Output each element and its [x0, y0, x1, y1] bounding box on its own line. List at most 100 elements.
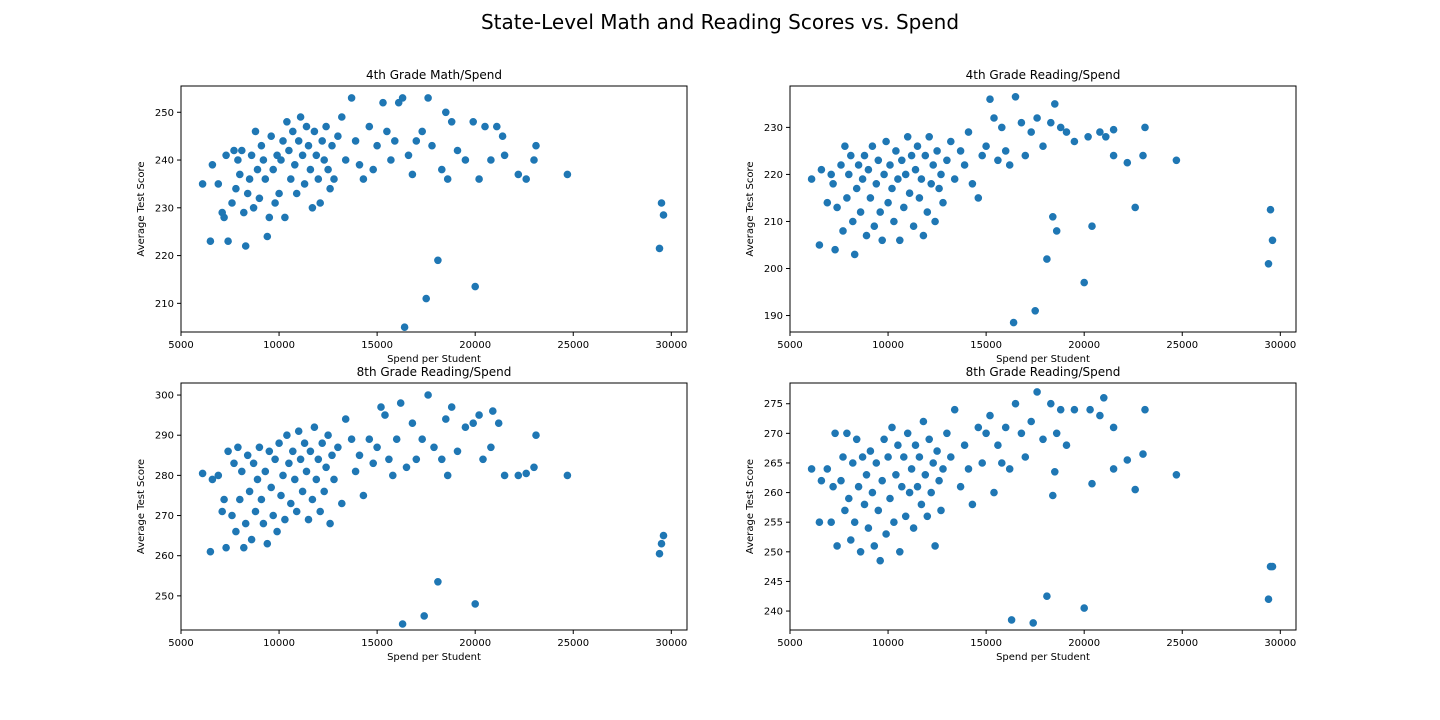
- data-point: [373, 443, 381, 452]
- data-point: [939, 465, 947, 473]
- data-point: [420, 612, 429, 620]
- data-point: [326, 519, 334, 528]
- data-point: [563, 170, 572, 179]
- data-point: [230, 146, 238, 155]
- data-point: [1027, 128, 1035, 136]
- data-point: [1052, 429, 1061, 438]
- data-point: [265, 213, 274, 222]
- data-point: [1031, 306, 1039, 315]
- y-axis-label: Average Test Score: [745, 459, 756, 554]
- data-point: [1021, 453, 1030, 461]
- data-point: [850, 250, 859, 259]
- data-point: [481, 122, 489, 131]
- data-point: [823, 198, 832, 207]
- data-point: [320, 156, 329, 164]
- data-point: [901, 170, 910, 179]
- data-point: [1088, 222, 1096, 231]
- data-point: [1005, 161, 1014, 169]
- data-point: [876, 556, 884, 565]
- data-point: [1033, 114, 1041, 122]
- data-point: [878, 476, 886, 485]
- data-point: [330, 475, 338, 484]
- data-point: [827, 518, 835, 526]
- data-point: [396, 399, 405, 407]
- data-point: [255, 443, 264, 452]
- data-point: [285, 459, 293, 468]
- data-point: [1172, 470, 1181, 479]
- data-point: [1027, 417, 1035, 426]
- data-point: [447, 403, 456, 411]
- y-tick-label: 240: [155, 156, 174, 167]
- data-point: [322, 122, 330, 131]
- x-tick-label: 10000: [263, 638, 295, 649]
- y-tick-label: 265: [764, 458, 783, 469]
- data-point: [492, 122, 501, 131]
- data-point: [899, 203, 908, 212]
- data-point: [388, 471, 397, 480]
- data-point: [1070, 137, 1079, 146]
- x-tick-label: 5000: [168, 638, 193, 649]
- data-point: [365, 122, 374, 131]
- data-point: [933, 147, 941, 155]
- data-point: [365, 435, 374, 444]
- data-point: [469, 118, 478, 126]
- data-point: [860, 151, 869, 160]
- data-point: [1021, 151, 1030, 160]
- data-point: [245, 487, 254, 496]
- data-point: [1011, 93, 1020, 101]
- y-tick-label: 270: [764, 429, 783, 440]
- y-tick-label: 260: [764, 488, 783, 499]
- data-point: [257, 495, 266, 504]
- data-point: [241, 242, 250, 250]
- x-tick-label: 10000: [872, 340, 904, 351]
- data-point: [929, 161, 937, 169]
- data-point: [892, 147, 900, 155]
- data-point: [1096, 411, 1104, 420]
- data-point: [267, 483, 276, 492]
- data-point: [1001, 147, 1010, 155]
- data-point: [937, 170, 945, 179]
- y-axis-label: Average Test Score: [136, 459, 147, 554]
- data-point: [453, 447, 462, 456]
- data-point: [236, 170, 244, 179]
- data-point: [247, 151, 256, 160]
- data-point: [487, 443, 495, 452]
- data-point: [390, 137, 399, 145]
- data-point: [290, 161, 299, 169]
- data-point: [866, 447, 875, 455]
- data-point: [817, 165, 826, 174]
- data-point: [273, 527, 281, 536]
- data-point: [234, 156, 242, 164]
- data-point: [886, 161, 894, 169]
- data-point: [234, 443, 242, 452]
- data-point: [347, 94, 356, 102]
- data-point: [1084, 133, 1092, 141]
- subplot-8th-grade-reading-left: 8th Grade Reading/Spend Spend per Studen…: [136, 365, 688, 663]
- data-point: [884, 198, 892, 207]
- x-tick-label: 10000: [263, 340, 295, 351]
- scatter-points: [807, 93, 1277, 327]
- data-point: [494, 419, 503, 428]
- data-point: [894, 441, 902, 450]
- data-point: [383, 127, 391, 136]
- data-point: [434, 577, 442, 586]
- data-point: [247, 535, 256, 544]
- data-point: [500, 471, 509, 480]
- scatter-points: [198, 391, 668, 628]
- data-point: [320, 487, 329, 496]
- data-point: [1109, 465, 1118, 473]
- data-point: [1268, 236, 1277, 245]
- data-point: [1056, 405, 1065, 414]
- data-point: [310, 127, 319, 136]
- data-point: [852, 184, 861, 193]
- data-point: [1051, 100, 1059, 108]
- data-point: [220, 213, 228, 222]
- data-point: [1172, 156, 1181, 165]
- data-point: [923, 512, 932, 521]
- data-point: [931, 217, 939, 226]
- y-tick-label: 270: [155, 511, 174, 522]
- data-point: [304, 515, 313, 524]
- data-point: [306, 165, 315, 174]
- data-point: [308, 204, 317, 212]
- data-point: [308, 495, 317, 504]
